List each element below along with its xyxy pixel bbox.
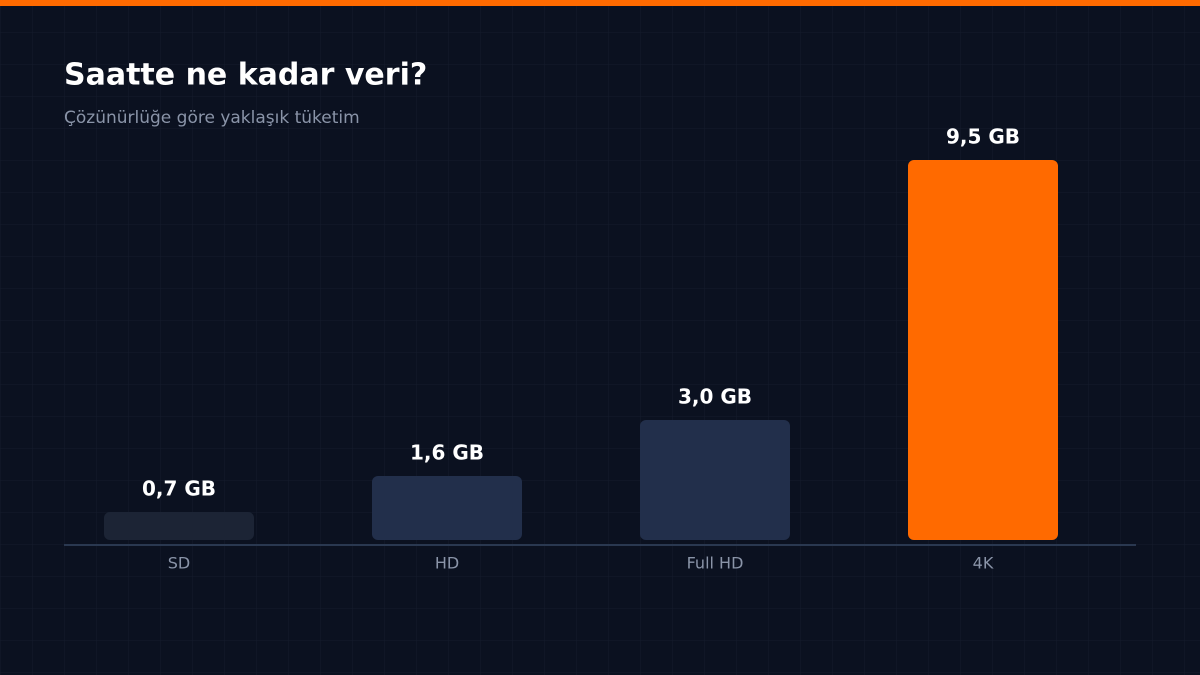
x-tick-label: Full HD: [687, 554, 744, 573]
value-label: 3,0 GB: [678, 385, 752, 409]
bar: [908, 160, 1058, 540]
top-stripe: [0, 0, 1200, 6]
x-tick-label: SD: [168, 554, 190, 573]
x-tick-label: 4K: [973, 554, 994, 573]
bar: [640, 420, 790, 540]
x-tick-label: HD: [435, 554, 459, 573]
bar: [104, 512, 254, 540]
value-label: 1,6 GB: [410, 441, 484, 465]
chart-subtitle: Çözünürlüğe göre yaklaşık tüketim: [64, 108, 360, 128]
value-label: 9,5 GB: [946, 125, 1020, 149]
value-label: 0,7 GB: [142, 477, 216, 501]
bar: [372, 476, 522, 540]
chart-title: Saatte ne kadar veri?: [64, 58, 427, 93]
